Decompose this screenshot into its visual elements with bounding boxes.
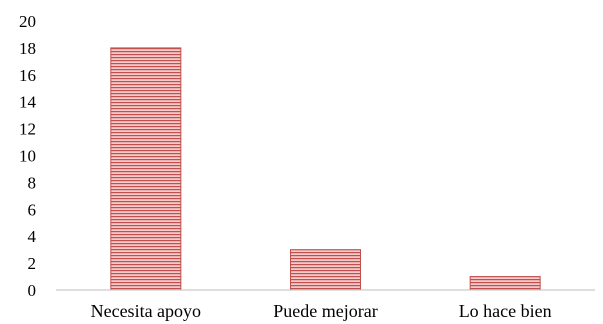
y-tick-label: 4	[28, 227, 37, 246]
y-tick-label: 14	[19, 93, 37, 112]
y-tick-label: 10	[19, 147, 36, 166]
bar-puede-mejorar	[290, 249, 361, 291]
y-tick-label: 18	[19, 39, 36, 58]
y-tick-label: 20	[19, 12, 36, 31]
y-tick-label: 16	[19, 66, 36, 85]
y-tick-label: 8	[28, 173, 37, 192]
y-axis-ticks: 0 2 4 6 8 10 12 14 16 18 20	[19, 12, 37, 300]
x-category-label: Necesita apoyo	[91, 301, 201, 321]
x-axis-labels: Necesita apoyo Puede mejorar Lo hace bien	[91, 301, 552, 321]
y-tick-label: 2	[28, 254, 37, 273]
bars	[110, 47, 541, 291]
y-tick-label: 12	[19, 120, 36, 139]
y-tick-label: 6	[28, 200, 37, 219]
y-tick-label: 0	[28, 281, 37, 300]
bar-necesita-apoyo	[110, 47, 182, 291]
x-category-label: Lo hace bien	[459, 301, 552, 321]
x-category-label: Puede mejorar	[273, 301, 377, 321]
bar-lo-hace-bien	[469, 276, 541, 291]
